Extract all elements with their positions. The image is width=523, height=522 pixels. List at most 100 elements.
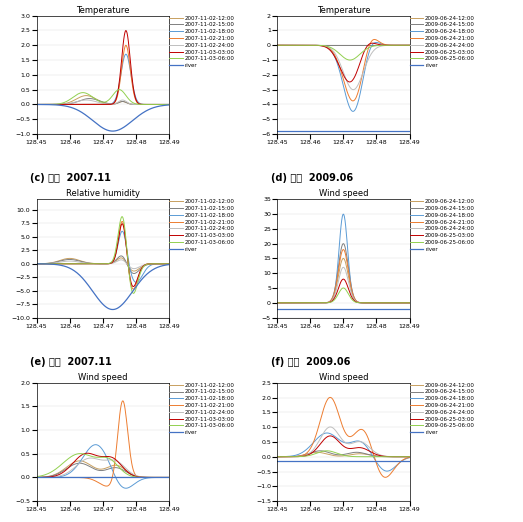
2009-06-24-12:00 xyxy=(274,42,280,49)
Line: 2007-11-02-12:00: 2007-11-02-12:00 xyxy=(37,96,169,104)
Line: 2009-06-24-21:00: 2009-06-24-21:00 xyxy=(277,40,410,101)
2007-11-03-06:00 xyxy=(41,260,48,267)
2009-06-24-24:00 xyxy=(279,42,286,49)
2007-11-02-21:00 xyxy=(33,101,40,108)
2009-06-24-21:00 xyxy=(327,394,334,400)
2007-11-02-21:00 xyxy=(156,474,162,481)
2009-06-25-03:00 xyxy=(274,42,280,49)
2009-06-24-15:00 xyxy=(274,454,280,460)
2009-06-24-18:00 xyxy=(396,42,403,49)
Line: 2007-11-02-21:00: 2007-11-02-21:00 xyxy=(37,221,169,289)
2007-11-03-03:00 xyxy=(41,474,48,480)
2007-11-02-12:00 xyxy=(155,101,162,108)
2007-11-03-06:00 xyxy=(33,473,40,480)
Line: 2007-11-02-15:00: 2007-11-02-15:00 xyxy=(37,463,169,478)
2009-06-25-06:00 xyxy=(309,452,315,458)
2009-06-24-18:00 xyxy=(274,42,280,49)
2009-06-24-12:00 xyxy=(282,42,288,49)
2007-11-03-03:00 xyxy=(41,101,48,108)
2007-11-02-12:00 xyxy=(118,255,124,261)
2009-06-24-15:00 xyxy=(274,42,280,49)
2007-11-02-18:00 xyxy=(161,260,167,267)
2009-06-24-15:00 xyxy=(340,241,346,247)
Text: (f) 풍속  2009.06: (f) 풍속 2009.06 xyxy=(270,357,350,366)
2009-06-24-12:00 xyxy=(396,454,402,460)
river xyxy=(109,128,116,134)
2009-06-25-03:00 xyxy=(327,433,334,439)
river xyxy=(282,305,288,312)
2009-06-24-15:00 xyxy=(282,454,288,460)
2007-11-03-03:00 xyxy=(58,470,64,477)
2009-06-24-18:00 xyxy=(282,454,288,460)
2009-06-24-15:00 xyxy=(299,42,305,49)
Line: 2009-06-24-24:00: 2009-06-24-24:00 xyxy=(277,267,410,303)
2009-06-24-12:00 xyxy=(401,300,407,306)
2007-11-02-15:00 xyxy=(87,96,93,102)
Line: 2007-11-02-18:00: 2007-11-02-18:00 xyxy=(37,231,169,282)
2007-11-03-06:00 xyxy=(58,100,64,106)
2007-11-02-12:00 xyxy=(161,260,167,267)
2009-06-24-15:00 xyxy=(309,449,315,456)
2007-11-03-06:00 xyxy=(33,260,40,267)
2009-06-24-15:00 xyxy=(282,42,288,49)
2007-11-03-03:00 xyxy=(39,260,45,267)
2009-06-25-06:00 xyxy=(401,300,407,306)
Line: 2009-06-24-15:00: 2009-06-24-15:00 xyxy=(277,244,410,303)
2007-11-03-03:00 xyxy=(155,474,162,481)
river xyxy=(39,101,45,108)
2009-06-25-03:00 xyxy=(274,454,280,460)
2009-06-24-12:00 xyxy=(314,449,320,455)
Line: 2009-06-24-21:00: 2009-06-24-21:00 xyxy=(277,250,410,303)
2009-06-25-03:00 xyxy=(309,300,315,306)
2007-11-02-12:00 xyxy=(58,101,64,107)
Line: 2007-11-02-18:00: 2007-11-02-18:00 xyxy=(37,445,169,488)
2007-11-02-21:00 xyxy=(161,474,167,481)
2009-06-24-21:00 xyxy=(299,453,305,459)
2009-06-24-18:00 xyxy=(309,300,315,306)
2007-11-03-06:00 xyxy=(156,260,162,267)
river xyxy=(274,305,280,312)
2007-11-02-21:00 xyxy=(69,260,75,267)
2007-11-03-06:00 xyxy=(155,101,162,108)
2007-11-03-06:00 xyxy=(39,260,45,267)
river xyxy=(274,128,280,134)
2009-06-24-12:00 xyxy=(406,300,413,306)
2009-06-24-24:00 xyxy=(299,300,305,306)
2009-06-24-21:00 xyxy=(406,42,413,49)
2009-06-24-24:00 xyxy=(309,42,315,49)
2009-06-24-15:00 xyxy=(279,300,286,306)
2009-06-25-03:00 xyxy=(369,40,376,46)
2009-06-24-12:00 xyxy=(279,300,286,306)
2007-11-03-03:00 xyxy=(119,221,126,227)
river xyxy=(400,128,406,134)
2007-11-02-12:00 xyxy=(131,268,138,274)
2007-11-02-15:00 xyxy=(118,253,124,259)
river xyxy=(274,458,280,464)
2009-06-25-06:00 xyxy=(282,454,288,460)
river xyxy=(400,305,406,312)
2007-11-02-18:00 xyxy=(122,51,129,57)
2009-06-24-21:00 xyxy=(309,442,315,448)
Line: river: river xyxy=(37,264,169,310)
2009-06-24-18:00 xyxy=(401,300,407,306)
2009-06-25-03:00 xyxy=(406,300,413,306)
Line: 2007-11-02-24:00: 2007-11-02-24:00 xyxy=(37,260,169,269)
2009-06-24-21:00 xyxy=(282,42,288,49)
2009-06-24-21:00 xyxy=(401,42,407,49)
2007-11-03-03:00 xyxy=(161,260,167,267)
2009-06-24-12:00 xyxy=(274,300,280,306)
2009-06-24-24:00 xyxy=(274,454,280,460)
Title: Wind speed: Wind speed xyxy=(78,373,128,382)
2009-06-24-18:00 xyxy=(401,42,407,49)
2007-11-03-06:00 xyxy=(77,450,84,457)
2007-11-02-15:00 xyxy=(166,474,172,481)
2009-06-24-12:00 xyxy=(282,454,288,460)
2009-06-24-24:00 xyxy=(299,42,305,49)
2007-11-02-21:00 xyxy=(161,260,167,267)
2009-06-24-18:00 xyxy=(274,454,280,460)
2007-11-03-06:00 xyxy=(69,453,75,459)
Text: (c) 습도  2007.11: (c) 습도 2007.11 xyxy=(30,173,111,183)
2007-11-03-06:00 xyxy=(69,260,75,267)
2007-11-02-18:00 xyxy=(93,442,99,448)
2007-11-03-06:00 xyxy=(39,101,45,108)
